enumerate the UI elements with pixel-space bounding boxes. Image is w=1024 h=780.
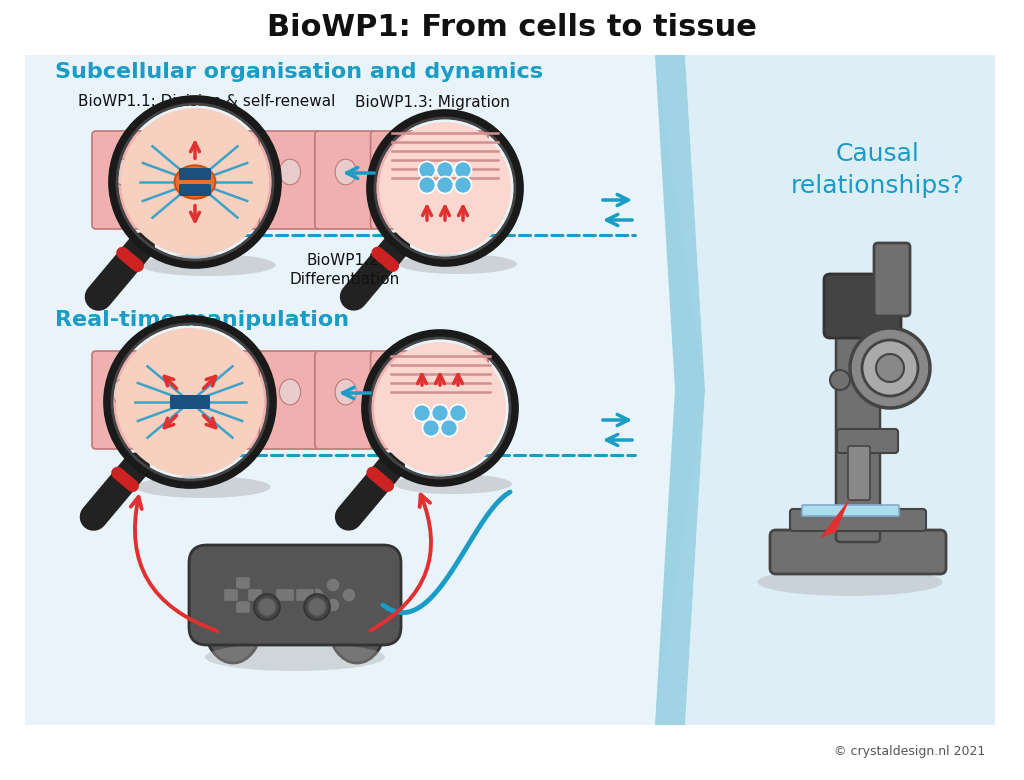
- Ellipse shape: [223, 379, 245, 405]
- FancyBboxPatch shape: [296, 588, 314, 601]
- FancyBboxPatch shape: [259, 131, 321, 229]
- Ellipse shape: [175, 165, 215, 199]
- Ellipse shape: [399, 254, 517, 274]
- Circle shape: [423, 420, 439, 437]
- Circle shape: [121, 108, 269, 256]
- FancyBboxPatch shape: [275, 588, 295, 601]
- FancyBboxPatch shape: [790, 509, 926, 531]
- Circle shape: [436, 176, 454, 193]
- Circle shape: [342, 588, 356, 602]
- Ellipse shape: [113, 379, 133, 405]
- FancyBboxPatch shape: [204, 131, 265, 229]
- Circle shape: [440, 420, 458, 437]
- FancyBboxPatch shape: [371, 351, 432, 449]
- Circle shape: [414, 405, 430, 421]
- Ellipse shape: [140, 254, 275, 276]
- FancyBboxPatch shape: [223, 588, 239, 601]
- Circle shape: [419, 176, 435, 193]
- Circle shape: [304, 594, 330, 620]
- Ellipse shape: [391, 159, 412, 185]
- Circle shape: [116, 328, 264, 476]
- Circle shape: [850, 328, 930, 408]
- Circle shape: [419, 161, 435, 179]
- Circle shape: [876, 354, 904, 382]
- Ellipse shape: [758, 568, 942, 596]
- FancyBboxPatch shape: [824, 274, 901, 338]
- FancyBboxPatch shape: [147, 131, 210, 229]
- FancyBboxPatch shape: [770, 530, 946, 574]
- FancyBboxPatch shape: [426, 351, 488, 449]
- FancyBboxPatch shape: [371, 131, 432, 229]
- Circle shape: [455, 161, 471, 179]
- Ellipse shape: [446, 159, 468, 185]
- Text: Real-time manipulation: Real-time manipulation: [55, 310, 349, 330]
- FancyBboxPatch shape: [147, 351, 210, 449]
- Ellipse shape: [168, 379, 189, 405]
- Ellipse shape: [168, 159, 189, 185]
- Ellipse shape: [280, 159, 301, 185]
- Circle shape: [310, 588, 324, 602]
- Polygon shape: [25, 55, 705, 725]
- Circle shape: [436, 161, 454, 179]
- Ellipse shape: [113, 159, 133, 185]
- Circle shape: [862, 340, 918, 396]
- Polygon shape: [685, 55, 995, 725]
- FancyBboxPatch shape: [314, 131, 377, 229]
- Polygon shape: [820, 498, 850, 538]
- Ellipse shape: [335, 159, 356, 185]
- Circle shape: [254, 594, 280, 620]
- FancyBboxPatch shape: [874, 243, 910, 316]
- Circle shape: [455, 176, 471, 193]
- FancyBboxPatch shape: [837, 429, 898, 453]
- Ellipse shape: [394, 474, 512, 494]
- FancyBboxPatch shape: [189, 545, 401, 645]
- Text: BioWP1.1: Division & self-renewal: BioWP1.1: Division & self-renewal: [78, 94, 336, 109]
- Text: BioWP1: From cells to tissue: BioWP1: From cells to tissue: [267, 13, 757, 42]
- Ellipse shape: [335, 379, 356, 405]
- Ellipse shape: [204, 583, 262, 663]
- Circle shape: [258, 598, 276, 616]
- FancyBboxPatch shape: [92, 131, 154, 229]
- Circle shape: [308, 598, 326, 616]
- FancyBboxPatch shape: [179, 184, 211, 196]
- Text: Subcellular organisation and dynamics: Subcellular organisation and dynamics: [55, 62, 543, 82]
- Ellipse shape: [391, 379, 412, 405]
- Text: BioWP1.3: Migration: BioWP1.3: Migration: [355, 94, 510, 109]
- FancyBboxPatch shape: [92, 351, 154, 449]
- FancyBboxPatch shape: [236, 576, 251, 590]
- Circle shape: [374, 342, 506, 474]
- FancyBboxPatch shape: [204, 351, 265, 449]
- Ellipse shape: [223, 159, 245, 185]
- FancyBboxPatch shape: [836, 324, 880, 542]
- Circle shape: [379, 122, 511, 254]
- FancyBboxPatch shape: [179, 168, 211, 180]
- FancyBboxPatch shape: [848, 446, 870, 500]
- FancyBboxPatch shape: [802, 505, 899, 516]
- Ellipse shape: [328, 583, 386, 663]
- FancyBboxPatch shape: [259, 351, 321, 449]
- Circle shape: [326, 578, 340, 592]
- Text: BioWP1.2:
Differentiation: BioWP1.2: Differentiation: [290, 253, 400, 287]
- FancyBboxPatch shape: [236, 601, 251, 614]
- Circle shape: [326, 598, 340, 612]
- Text: Causal
relationships?: Causal relationships?: [792, 142, 965, 198]
- FancyBboxPatch shape: [314, 351, 377, 449]
- FancyBboxPatch shape: [426, 131, 488, 229]
- FancyBboxPatch shape: [170, 395, 210, 409]
- Polygon shape: [655, 55, 705, 725]
- FancyBboxPatch shape: [248, 588, 262, 601]
- Text: © crystaldesign.nl 2021: © crystaldesign.nl 2021: [834, 746, 985, 758]
- Circle shape: [431, 405, 449, 421]
- Ellipse shape: [205, 643, 385, 671]
- Ellipse shape: [135, 476, 270, 498]
- Ellipse shape: [280, 379, 301, 405]
- Circle shape: [450, 405, 467, 421]
- Circle shape: [830, 370, 850, 390]
- Ellipse shape: [446, 379, 468, 405]
